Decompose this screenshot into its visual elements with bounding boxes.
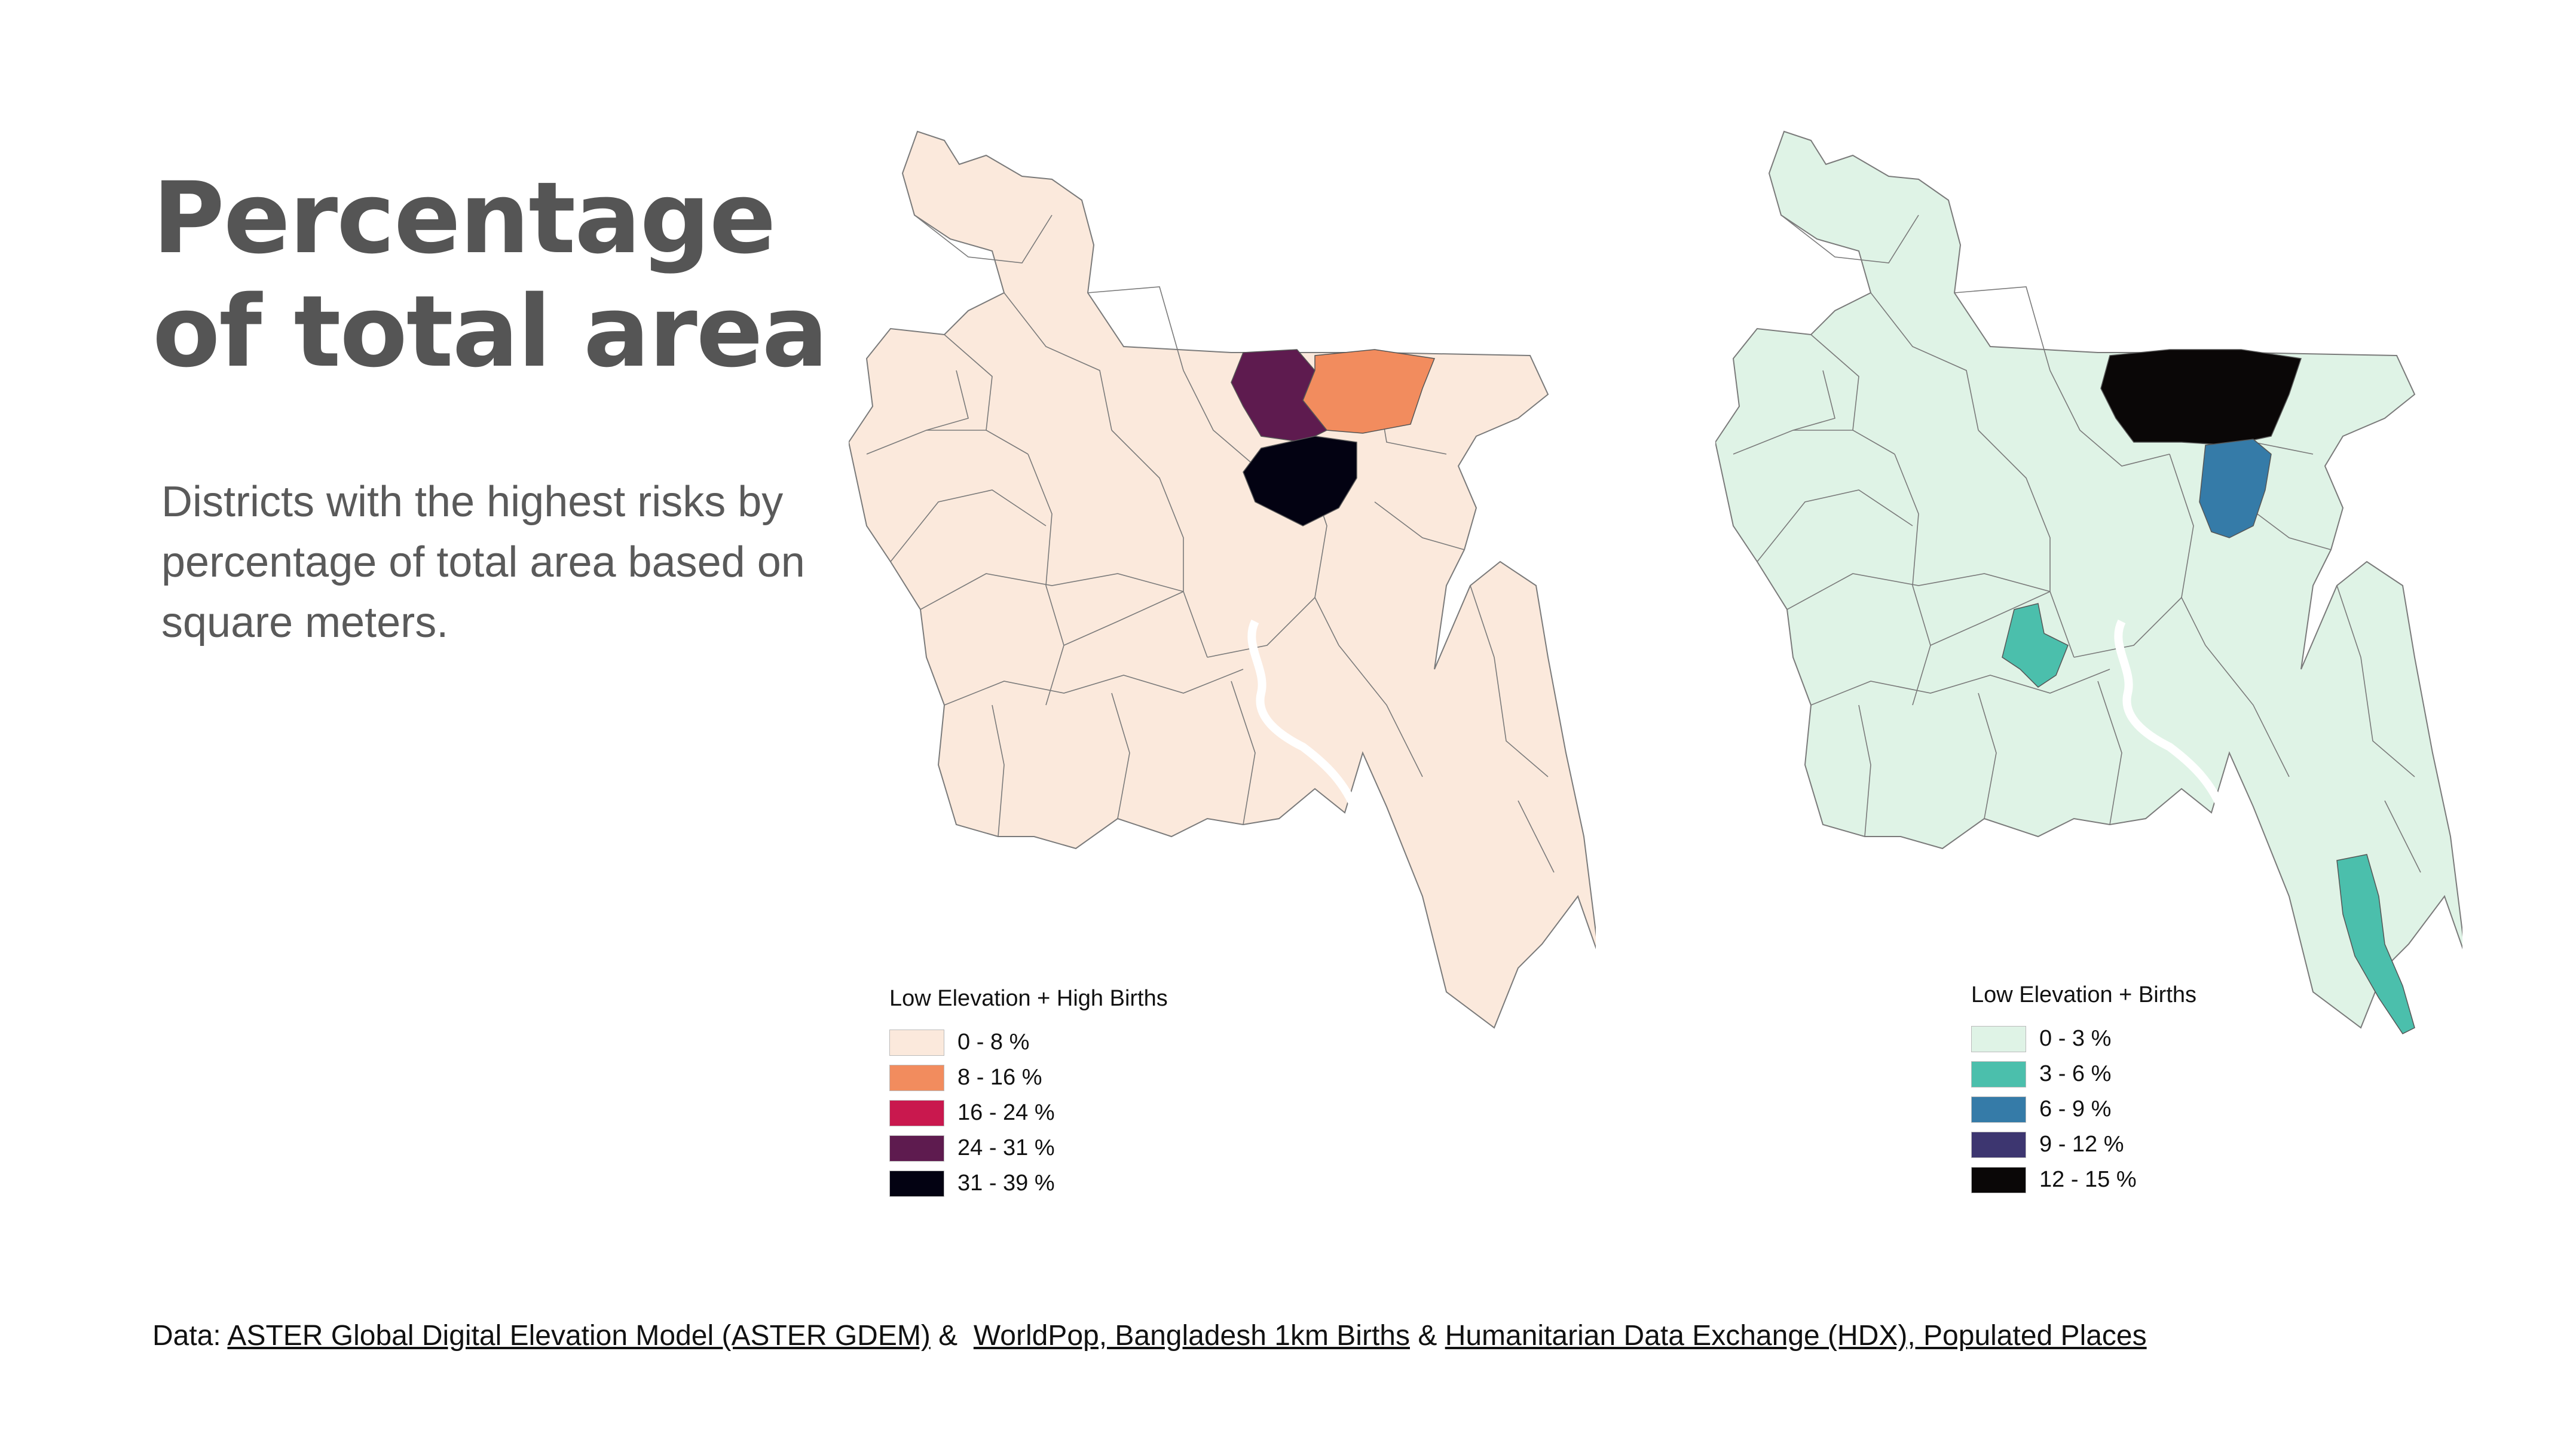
legend-item: 0 - 3 % [1971,1021,2196,1056]
district-dhaka [2002,603,2069,688]
data-sources: Data: ASTER Global Digital Elevation Mod… [152,1319,2147,1352]
source-link-hdx[interactable]: Humanitarian Data Exchange (HDX), Popula… [1445,1320,2147,1352]
district-kishoreganj [1243,436,1357,526]
legend-label: 0 - 3 % [2039,1026,2112,1051]
source-link-aster[interactable]: ASTER Global Digital Elevation Model (AS… [227,1320,931,1352]
legend-label: 12 - 15 % [2039,1167,2137,1192]
legend-label: 9 - 12 % [2039,1132,2124,1157]
district-sunamganj [2100,349,2302,446]
district-habiganj [2199,439,2272,538]
legend-right: Low Elevation + Births 0 - 3 % 3 - 6 % 6 -… [1971,982,2196,1197]
legend-item: 3 - 6 % [1971,1056,2196,1092]
legend-item: 8 - 16 % [889,1060,1168,1095]
title-line-2: of total area [152,274,828,389]
legend-title: Low Elevation + Births [1971,982,2197,1007]
page-subtitle: Districts with the highest risks by perc… [161,478,805,647]
legend-swatch [1971,1025,2026,1052]
map-svg-right [1715,130,2462,1034]
legend-swatch [1971,1061,2026,1087]
legend-label: 24 - 31 % [957,1135,1055,1160]
legend-item: 31 - 39 % [889,1166,1168,1201]
separator: & [1418,1320,1437,1352]
legend-item: 24 - 31 % [889,1131,1168,1166]
source-link-worldpop[interactable]: WorldPop, Bangladesh 1km Births [973,1320,1410,1352]
legend-swatch [1971,1166,2026,1193]
title-line-1: Percentage [152,161,776,275]
data-prefix: Data: [152,1320,221,1352]
legend-title: Low Elevation + High Births [889,986,1168,1011]
map-low-elevation-births [1715,120,2462,1076]
map-low-elevation-high-births [849,120,1596,1076]
legend-swatch [889,1170,944,1197]
river-delta [1247,619,1361,814]
legend-item: 6 - 9 % [1971,1092,2196,1127]
legend-swatch [889,1029,944,1056]
legend-swatch [1971,1096,2026,1123]
legend-swatch [1971,1131,2026,1158]
legend-item: 9 - 12 % [1971,1127,2196,1162]
legend-left: Low Elevation + High Births 0 - 8 % 8 - 1… [889,986,1168,1201]
river-delta [2114,619,2228,814]
page-title: Percentage of total area [152,161,828,389]
country-outline [849,130,1596,1029]
separator: & [938,1320,958,1352]
legend-label: 3 - 6 % [2039,1061,2112,1086]
district-sunamganj-west [1302,349,1436,434]
legend-label: 16 - 24 % [957,1100,1055,1125]
legend-item: 16 - 24 % [889,1095,1168,1131]
map-svg-left [849,130,1596,1029]
legend-label: 8 - 16 % [957,1065,1042,1090]
legend-label: 0 - 8 % [957,1030,1030,1055]
legend-swatch [889,1135,944,1162]
district-cox-bazar [2336,854,2415,1034]
legend-label: 31 - 39 % [957,1171,1055,1196]
legend-item: 12 - 15 % [1971,1162,2196,1197]
legend-swatch [889,1099,944,1126]
legend-swatch [889,1064,944,1091]
legend-item: 0 - 8 % [889,1025,1168,1060]
legend-label: 6 - 9 % [2039,1096,2112,1122]
